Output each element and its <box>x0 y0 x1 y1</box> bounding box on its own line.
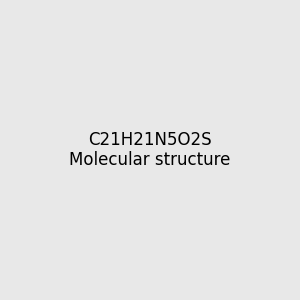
Text: C21H21N5O2S
Molecular structure: C21H21N5O2S Molecular structure <box>69 130 231 170</box>
